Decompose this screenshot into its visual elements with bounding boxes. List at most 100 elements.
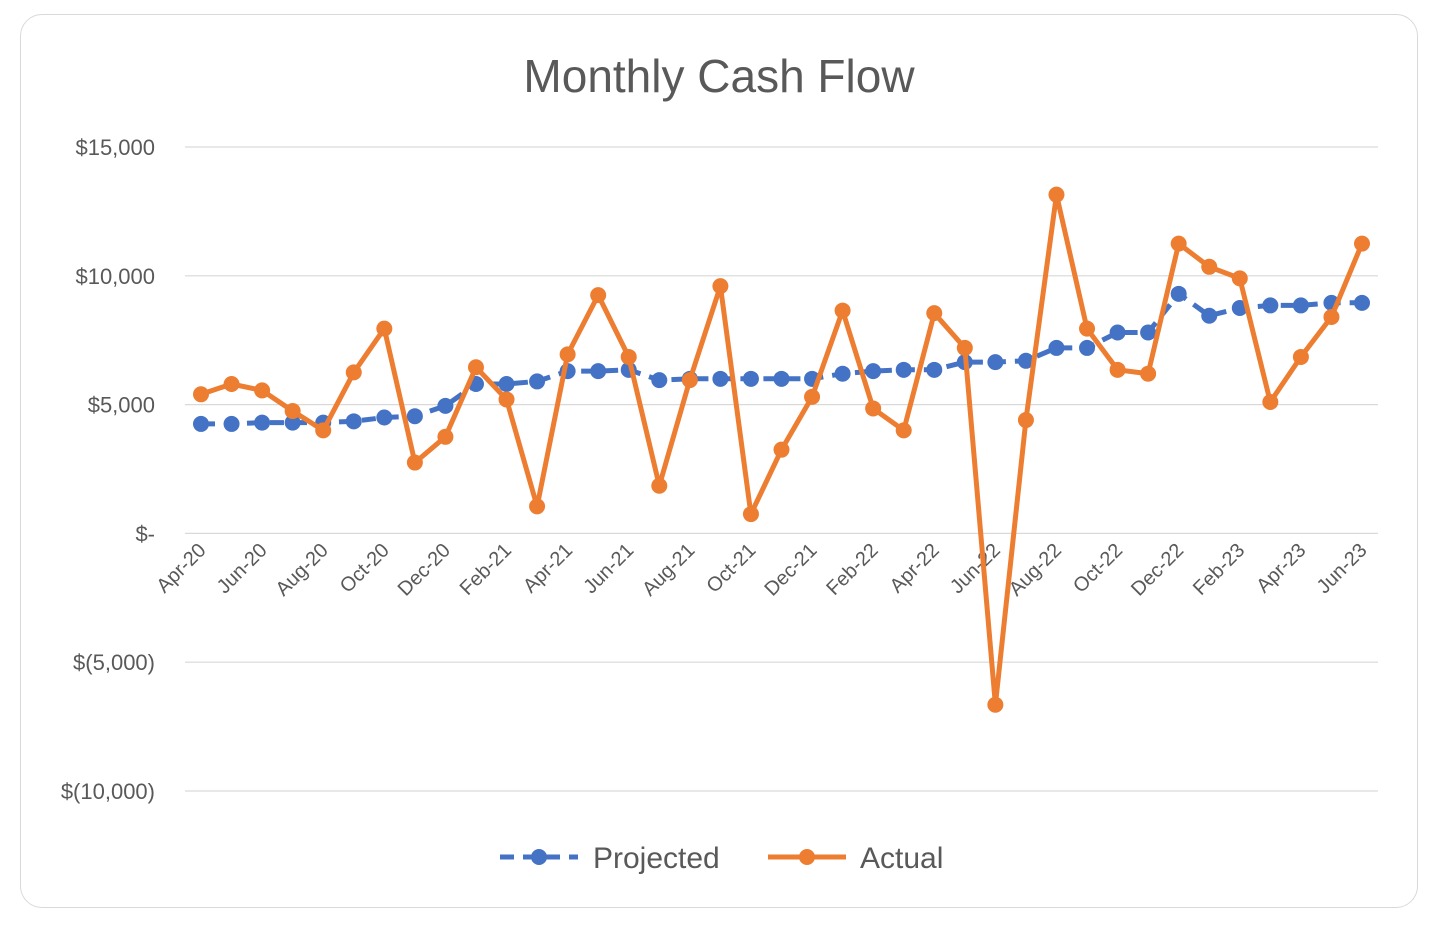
y-axis-labels: $15,000 $10,000 $5,000 $- $(5,000) $(10,000) <box>61 135 155 804</box>
data-point <box>987 354 1004 371</box>
data-point <box>712 370 729 387</box>
x-tick-label: Apr-22 <box>886 539 944 597</box>
data-point <box>1017 352 1034 369</box>
grid-lines <box>185 146 1378 792</box>
data-point <box>651 372 668 389</box>
x-tick-label: Feb-23 <box>1189 539 1249 599</box>
x-tick-label: Dec-20 <box>394 539 455 600</box>
data-point <box>1354 294 1370 311</box>
series-actual <box>193 186 1370 713</box>
series-projected <box>193 285 1370 432</box>
data-point <box>1262 394 1279 411</box>
data-point <box>376 409 393 426</box>
x-tick-label: Jun-21 <box>579 539 638 598</box>
y-tick-label: $- <box>135 521 155 546</box>
y-tick-label: $15,000 <box>75 135 155 160</box>
data-point <box>1201 258 1218 275</box>
data-point <box>1079 339 1096 356</box>
legend-item-projected: Projected <box>500 842 720 875</box>
data-point <box>804 388 821 405</box>
data-point <box>1140 324 1157 341</box>
chart-frame <box>20 14 1418 908</box>
x-tick-label: Apr-23 <box>1252 539 1310 597</box>
data-point <box>193 386 209 403</box>
x-tick-label: Aug-21 <box>638 539 699 600</box>
data-point <box>1109 361 1126 378</box>
data-point <box>529 373 546 390</box>
data-point <box>895 422 912 439</box>
x-tick-label: Jun-20 <box>213 539 272 598</box>
x-tick-label: Dec-22 <box>1127 539 1188 600</box>
data-point <box>1079 320 1096 337</box>
x-tick-label: Oct-21 <box>702 539 760 597</box>
legend-label: Actual <box>860 842 943 875</box>
x-tick-label: Jun-22 <box>946 539 1005 598</box>
data-point <box>345 413 362 430</box>
data-point <box>834 365 851 382</box>
data-point <box>1231 270 1248 287</box>
legend: Projected Actual <box>500 842 943 875</box>
x-tick-label: Oct-20 <box>336 539 394 597</box>
data-point <box>1323 309 1340 326</box>
x-tick-label: Apr-21 <box>519 539 577 597</box>
data-point <box>1292 348 1309 365</box>
data-point <box>1017 412 1034 429</box>
data-point <box>437 428 454 445</box>
data-point <box>1170 285 1187 302</box>
data-point <box>406 454 423 471</box>
data-point <box>193 415 209 432</box>
data-point <box>467 359 484 376</box>
data-point <box>620 348 637 365</box>
data-point <box>834 302 851 319</box>
x-axis-labels: Apr-20 Jun-20 Aug-20 Oct-20 Dec-20 Feb-21 Apr-… <box>153 539 1372 600</box>
x-tick-label: Feb-22 <box>822 539 882 599</box>
x-tick-label: Oct-22 <box>1069 539 1127 597</box>
data-point <box>223 375 240 392</box>
y-tick-label: $(10,000) <box>61 779 155 804</box>
data-point <box>284 403 301 420</box>
data-point <box>345 364 362 381</box>
legend-marker <box>531 849 547 865</box>
x-tick-label: Feb-21 <box>456 539 516 599</box>
data-point <box>1201 307 1218 324</box>
x-tick-label: Aug-20 <box>272 539 333 600</box>
data-point <box>1109 324 1126 341</box>
data-point <box>498 375 515 392</box>
x-tick-label: Apr-20 <box>153 539 211 597</box>
data-point <box>987 696 1004 713</box>
data-point <box>529 498 546 515</box>
x-tick-label: Jun-23 <box>1313 539 1372 598</box>
data-point <box>284 414 301 431</box>
data-point <box>223 415 240 432</box>
data-point <box>498 391 515 408</box>
series-layer <box>193 186 1370 713</box>
data-point <box>315 422 332 439</box>
data-point <box>406 408 423 425</box>
data-point <box>590 363 607 380</box>
data-point <box>956 339 973 356</box>
data-point <box>742 506 759 523</box>
data-point <box>437 397 454 414</box>
data-point <box>926 305 943 322</box>
legend-label: Projected <box>593 842 720 875</box>
data-point <box>254 414 271 431</box>
data-point <box>773 370 790 387</box>
data-point <box>865 363 882 380</box>
chart-title: Monthly Cash Flow <box>523 50 915 102</box>
legend-item-actual: Actual <box>768 842 943 875</box>
data-point <box>1140 365 1157 382</box>
data-point <box>712 278 729 295</box>
data-point <box>651 477 668 494</box>
data-point <box>590 287 607 304</box>
y-tick-label: $10,000 <box>75 264 155 289</box>
data-point <box>926 361 943 378</box>
data-point <box>376 320 393 337</box>
data-point <box>742 370 759 387</box>
data-point <box>865 400 882 417</box>
data-point <box>1262 297 1279 314</box>
series-line-projected <box>201 291 1362 427</box>
legend-marker <box>799 849 815 865</box>
data-point <box>773 441 790 458</box>
data-point <box>1292 297 1309 314</box>
